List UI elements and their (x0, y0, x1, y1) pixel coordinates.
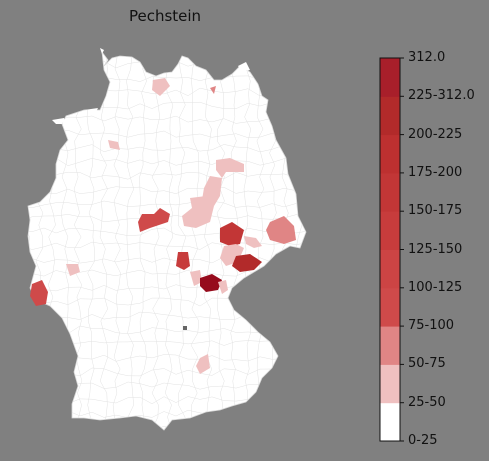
district-region (200, 274, 222, 292)
district-region (232, 254, 262, 272)
colorbar-segment (380, 58, 400, 97)
colorbar-segment (380, 326, 400, 365)
district-border-line (164, 52, 174, 430)
district-border-line (203, 52, 212, 430)
district-region (220, 222, 244, 246)
colorbar-tick-label: 100-125 (408, 279, 463, 295)
colorbar-segment (380, 402, 400, 442)
colorbar-segment (380, 364, 400, 404)
district-region (108, 140, 120, 150)
district-border-line (190, 52, 200, 430)
district-region (182, 196, 214, 228)
colorbar-segment (380, 287, 400, 327)
colorbar-segment (380, 134, 400, 174)
island-shape (100, 48, 104, 54)
map-title: Pechstein (128, 7, 202, 25)
district-border-line (28, 60, 306, 69)
district-border-line (28, 227, 306, 237)
district-border-line (28, 186, 306, 194)
district-region (176, 252, 190, 270)
district-region (218, 280, 228, 294)
island-shape (52, 118, 66, 124)
colorbar-segment (380, 211, 400, 250)
district-region (216, 158, 244, 178)
district-border-line (177, 52, 187, 430)
colorbar-tick-label: 150-175 (408, 203, 463, 219)
district-border-line (151, 52, 160, 430)
district-border-line (138, 52, 148, 430)
colorbar-tick-label: 75-100 (408, 318, 455, 334)
district-region (266, 216, 296, 244)
district-region (210, 86, 216, 94)
colorbar-tick-label: 225-312.0 (408, 88, 475, 104)
district-region (138, 208, 170, 232)
colorbar (379, 57, 404, 442)
island-shape (238, 62, 250, 72)
district-region (244, 236, 262, 248)
district-highlights (30, 78, 296, 374)
colorbar-tick-label: 50-75 (408, 356, 446, 372)
district-border-line (112, 52, 121, 430)
colorbar-segment (380, 172, 400, 212)
district-border-line (256, 52, 265, 430)
district-border-line (125, 52, 135, 430)
colorbar-tick-label: 200-225 (408, 126, 463, 142)
district-border-line (28, 256, 306, 264)
district-region (183, 326, 187, 330)
district-border-line (216, 52, 226, 430)
colorbar-segment (380, 249, 400, 289)
island-shape (84, 108, 98, 112)
district-region (30, 280, 48, 306)
colorbar-tick-label: 175-200 (408, 164, 463, 180)
district-region (196, 354, 210, 374)
district-border-line (28, 171, 306, 180)
district-region (190, 270, 202, 286)
germany-outline (27, 50, 307, 431)
colorbar-segment (380, 96, 400, 136)
district-border-line (243, 52, 252, 430)
colorbar-tick-label: 312.0 (408, 50, 446, 65)
colorbar-tick-label: 125-150 (408, 241, 463, 257)
district-border-line (28, 200, 306, 208)
colorbar-tick-label: 25-50 (408, 394, 446, 410)
district-region (152, 78, 170, 96)
colorbar-tick-label: 0-25 (408, 433, 438, 448)
district-border-line (28, 52, 306, 55)
district-region (66, 264, 80, 276)
